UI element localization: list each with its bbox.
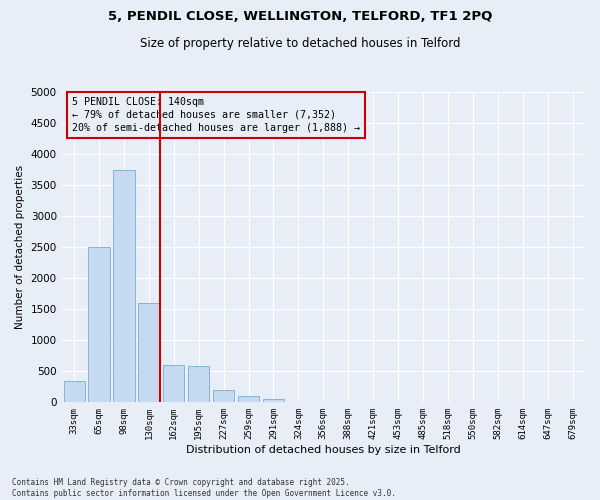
Bar — [113, 170, 134, 402]
X-axis label: Distribution of detached houses by size in Telford: Distribution of detached houses by size … — [186, 445, 461, 455]
Text: 5 PENDIL CLOSE: 140sqm
← 79% of detached houses are smaller (7,352)
20% of semi-: 5 PENDIL CLOSE: 140sqm ← 79% of detached… — [72, 96, 360, 133]
Bar — [238, 396, 259, 402]
Bar — [163, 365, 184, 403]
Text: Contains HM Land Registry data © Crown copyright and database right 2025.
Contai: Contains HM Land Registry data © Crown c… — [12, 478, 396, 498]
Bar — [213, 390, 234, 402]
Bar — [263, 398, 284, 402]
Text: 5, PENDIL CLOSE, WELLINGTON, TELFORD, TF1 2PQ: 5, PENDIL CLOSE, WELLINGTON, TELFORD, TF… — [108, 10, 492, 23]
Bar — [188, 366, 209, 402]
Bar — [138, 303, 160, 402]
Bar — [64, 380, 85, 402]
Bar — [88, 247, 110, 402]
Text: Size of property relative to detached houses in Telford: Size of property relative to detached ho… — [140, 38, 460, 51]
Y-axis label: Number of detached properties: Number of detached properties — [15, 165, 25, 329]
